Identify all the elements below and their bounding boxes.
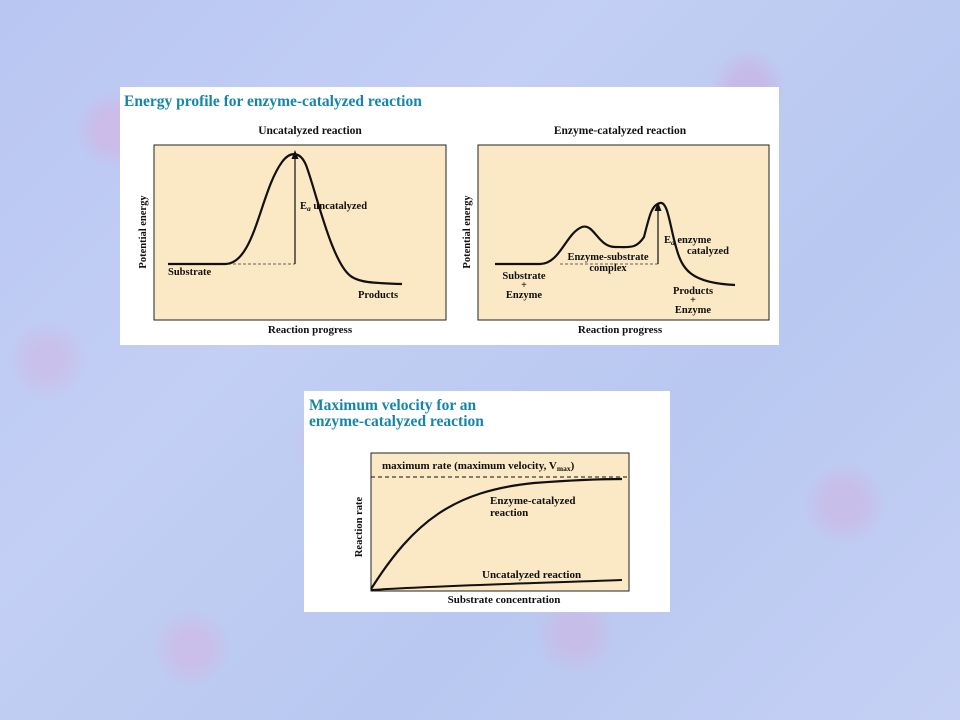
energy-profile-panel: Energy profile for enzyme-catalyzed reac… xyxy=(120,87,779,345)
uncatalyzed-y-axis-label: Potential energy xyxy=(138,195,149,269)
uncatalyzed-rate-curve xyxy=(370,579,623,591)
uncatalyzed-diagram: Uncatalyzed reaction Potential energy Re… xyxy=(138,125,447,336)
catalyzed-substrate-plus: + xyxy=(521,280,527,291)
uncatalyzed-energy-curve xyxy=(168,153,403,286)
catalyzed-ea-arrowhead xyxy=(654,202,662,211)
catalyzed-x-axis-label: Reaction progress xyxy=(578,324,663,336)
catalyzed-products-line3: Enzyme xyxy=(675,305,712,316)
velocity-title-line2: enzyme-catalyzed reaction xyxy=(309,413,484,430)
uncatalyzed-subtitle: Uncatalyzed reaction xyxy=(258,125,362,137)
catalyzed-products-plus: + xyxy=(690,295,696,306)
max-velocity-panel: Maximum velocity for an enzyme-catalyzed… xyxy=(304,391,670,612)
uncatalyzed-curve-label: Uncatalyzed reaction xyxy=(482,569,581,581)
velocity-x-axis-label: Substrate concentration xyxy=(448,594,561,606)
catalyzed-plot-area xyxy=(477,144,770,321)
complex-label-line2: complex xyxy=(589,263,627,274)
catalyzed-curve-label-line2: reaction xyxy=(490,507,528,519)
velocity-y-axis-label: Reaction rate xyxy=(354,496,365,557)
complex-label-line1: Enzyme-substrate xyxy=(567,252,648,263)
uncatalyzed-products-label: Products xyxy=(358,290,398,301)
catalyzed-diagram: Enzyme-catalyzed reaction Potential ener… xyxy=(462,125,770,336)
catalyzed-rate-curve xyxy=(370,477,623,590)
uncatalyzed-x-axis-label: Reaction progress xyxy=(268,324,353,336)
velocity-title-line1: Maximum velocity for an xyxy=(309,397,477,414)
energy-panel-title: Energy profile for enzyme-catalyzed reac… xyxy=(124,93,422,110)
catalyzed-y-axis-label: Potential energy xyxy=(462,195,473,269)
catalyzed-ea-label: Ea enzyme xyxy=(664,235,712,247)
uncatalyzed-plot-area xyxy=(153,144,447,321)
catalyzed-energy-curve xyxy=(495,201,736,287)
velocity-plot-area xyxy=(370,452,630,592)
catalyzed-substrate-line3: Enzyme xyxy=(506,290,543,301)
catalyzed-curve-label-line1: Enzyme-catalyzed xyxy=(490,495,576,507)
vmax-label: maximum rate (maximum velocity, Vmax) xyxy=(382,460,575,473)
uncatalyzed-ea-label: Ea uncatalyzed xyxy=(300,201,367,213)
catalyzed-ea-label-line2: catalyzed xyxy=(687,246,729,257)
uncatalyzed-ea-arrowhead xyxy=(291,150,299,159)
catalyzed-substrate-line1: Substrate xyxy=(502,271,546,282)
catalyzed-subtitle: Enzyme-catalyzed reaction xyxy=(554,125,687,137)
catalyzed-products-line1: Products xyxy=(673,286,713,297)
uncatalyzed-substrate-label: Substrate xyxy=(168,267,212,278)
